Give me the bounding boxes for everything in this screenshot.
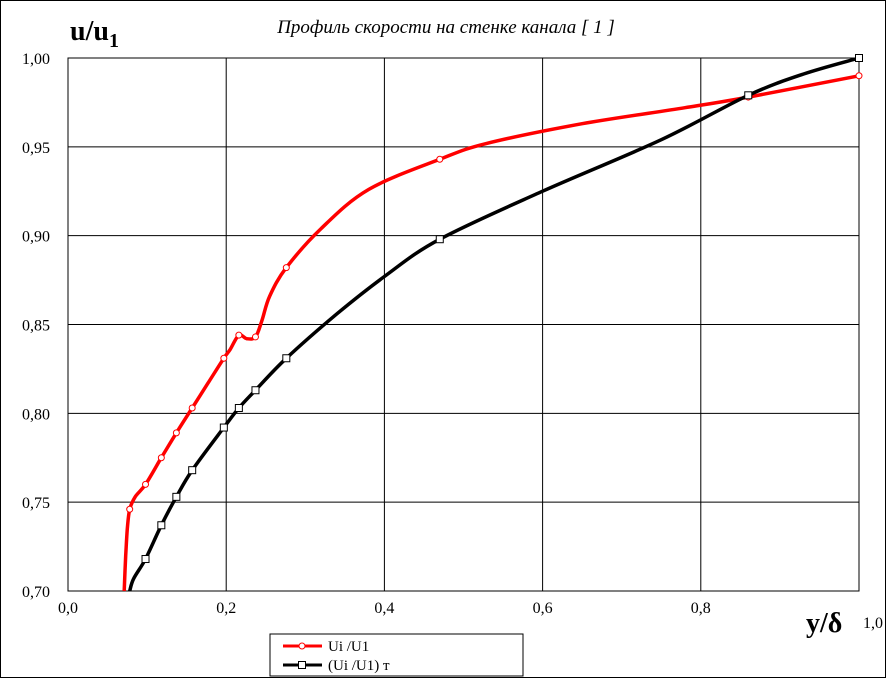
data-point bbox=[855, 72, 863, 80]
data-point bbox=[855, 54, 863, 62]
data-point bbox=[282, 354, 291, 363]
y-tick-label: 0,75 bbox=[22, 495, 50, 512]
data-point bbox=[219, 423, 228, 432]
data-point bbox=[235, 331, 243, 339]
y-tick-label: 0,80 bbox=[22, 406, 50, 423]
x-axis-label: y/δ bbox=[806, 608, 842, 639]
data-point bbox=[436, 155, 444, 163]
legend-box bbox=[269, 633, 524, 677]
legend-entry: (Ui /U1) т bbox=[283, 658, 390, 674]
legend-label: Ui /U1 bbox=[328, 639, 369, 655]
data-point bbox=[282, 264, 290, 272]
plot-frame bbox=[67, 57, 860, 592]
data-point bbox=[126, 505, 134, 513]
y-axis-label-main: u/u bbox=[70, 16, 109, 47]
data-point bbox=[435, 235, 444, 244]
y-tick-label: 0,85 bbox=[22, 318, 50, 335]
series-2 bbox=[128, 54, 863, 592]
data-point bbox=[172, 492, 181, 501]
x-tick-label: 1,0 bbox=[863, 615, 883, 632]
y-tick-labels: 0,70 0,75 0,80 0,85 0,90 0,95 1,00 bbox=[22, 51, 50, 601]
chart-title: Профиль скорости на стенке канала [ 1 ] bbox=[276, 17, 615, 38]
data-point bbox=[188, 466, 197, 475]
data-point bbox=[220, 354, 228, 362]
series-layer bbox=[122, 54, 863, 592]
data-point bbox=[172, 429, 180, 437]
x-tick-label: 0,6 bbox=[533, 600, 553, 617]
y-tick-label: 0,70 bbox=[22, 584, 50, 601]
y-tick-label: 1,00 bbox=[22, 51, 50, 68]
grid-lines bbox=[68, 58, 859, 591]
x-tick-label: 0,2 bbox=[216, 600, 236, 617]
data-point bbox=[188, 404, 196, 412]
data-point bbox=[234, 404, 243, 413]
legend-items: Ui /U1 (Ui /U1) т bbox=[283, 639, 390, 674]
y-tick-label: 0,95 bbox=[22, 140, 50, 157]
series-line bbox=[122, 74, 860, 592]
x-tick-labels: 0,0 0,2 0,4 0,6 0,8 1,0 bbox=[58, 600, 883, 632]
legend-marker bbox=[298, 642, 306, 650]
series-1 bbox=[122, 72, 863, 592]
data-point bbox=[157, 454, 165, 462]
y-axis-label-subscript: 1 bbox=[109, 30, 119, 52]
legend-entry: Ui /U1 bbox=[283, 639, 369, 655]
data-point bbox=[251, 333, 259, 341]
data-point bbox=[744, 91, 753, 100]
x-tick-label: 0,0 bbox=[58, 600, 78, 617]
legend-label: (Ui /U1) т bbox=[328, 658, 390, 674]
x-tick-label: 0,4 bbox=[374, 600, 394, 617]
data-point bbox=[157, 521, 166, 530]
x-tick-label: 0,8 bbox=[691, 600, 711, 617]
legend: Ui /U1 (Ui /U1) т bbox=[269, 633, 524, 677]
y-axis-label: u/u1 bbox=[70, 16, 119, 52]
data-point bbox=[142, 480, 150, 488]
data-point bbox=[251, 386, 260, 395]
y-tick-label: 0,90 bbox=[22, 229, 50, 246]
data-point bbox=[141, 555, 150, 564]
legend-marker bbox=[298, 661, 306, 669]
